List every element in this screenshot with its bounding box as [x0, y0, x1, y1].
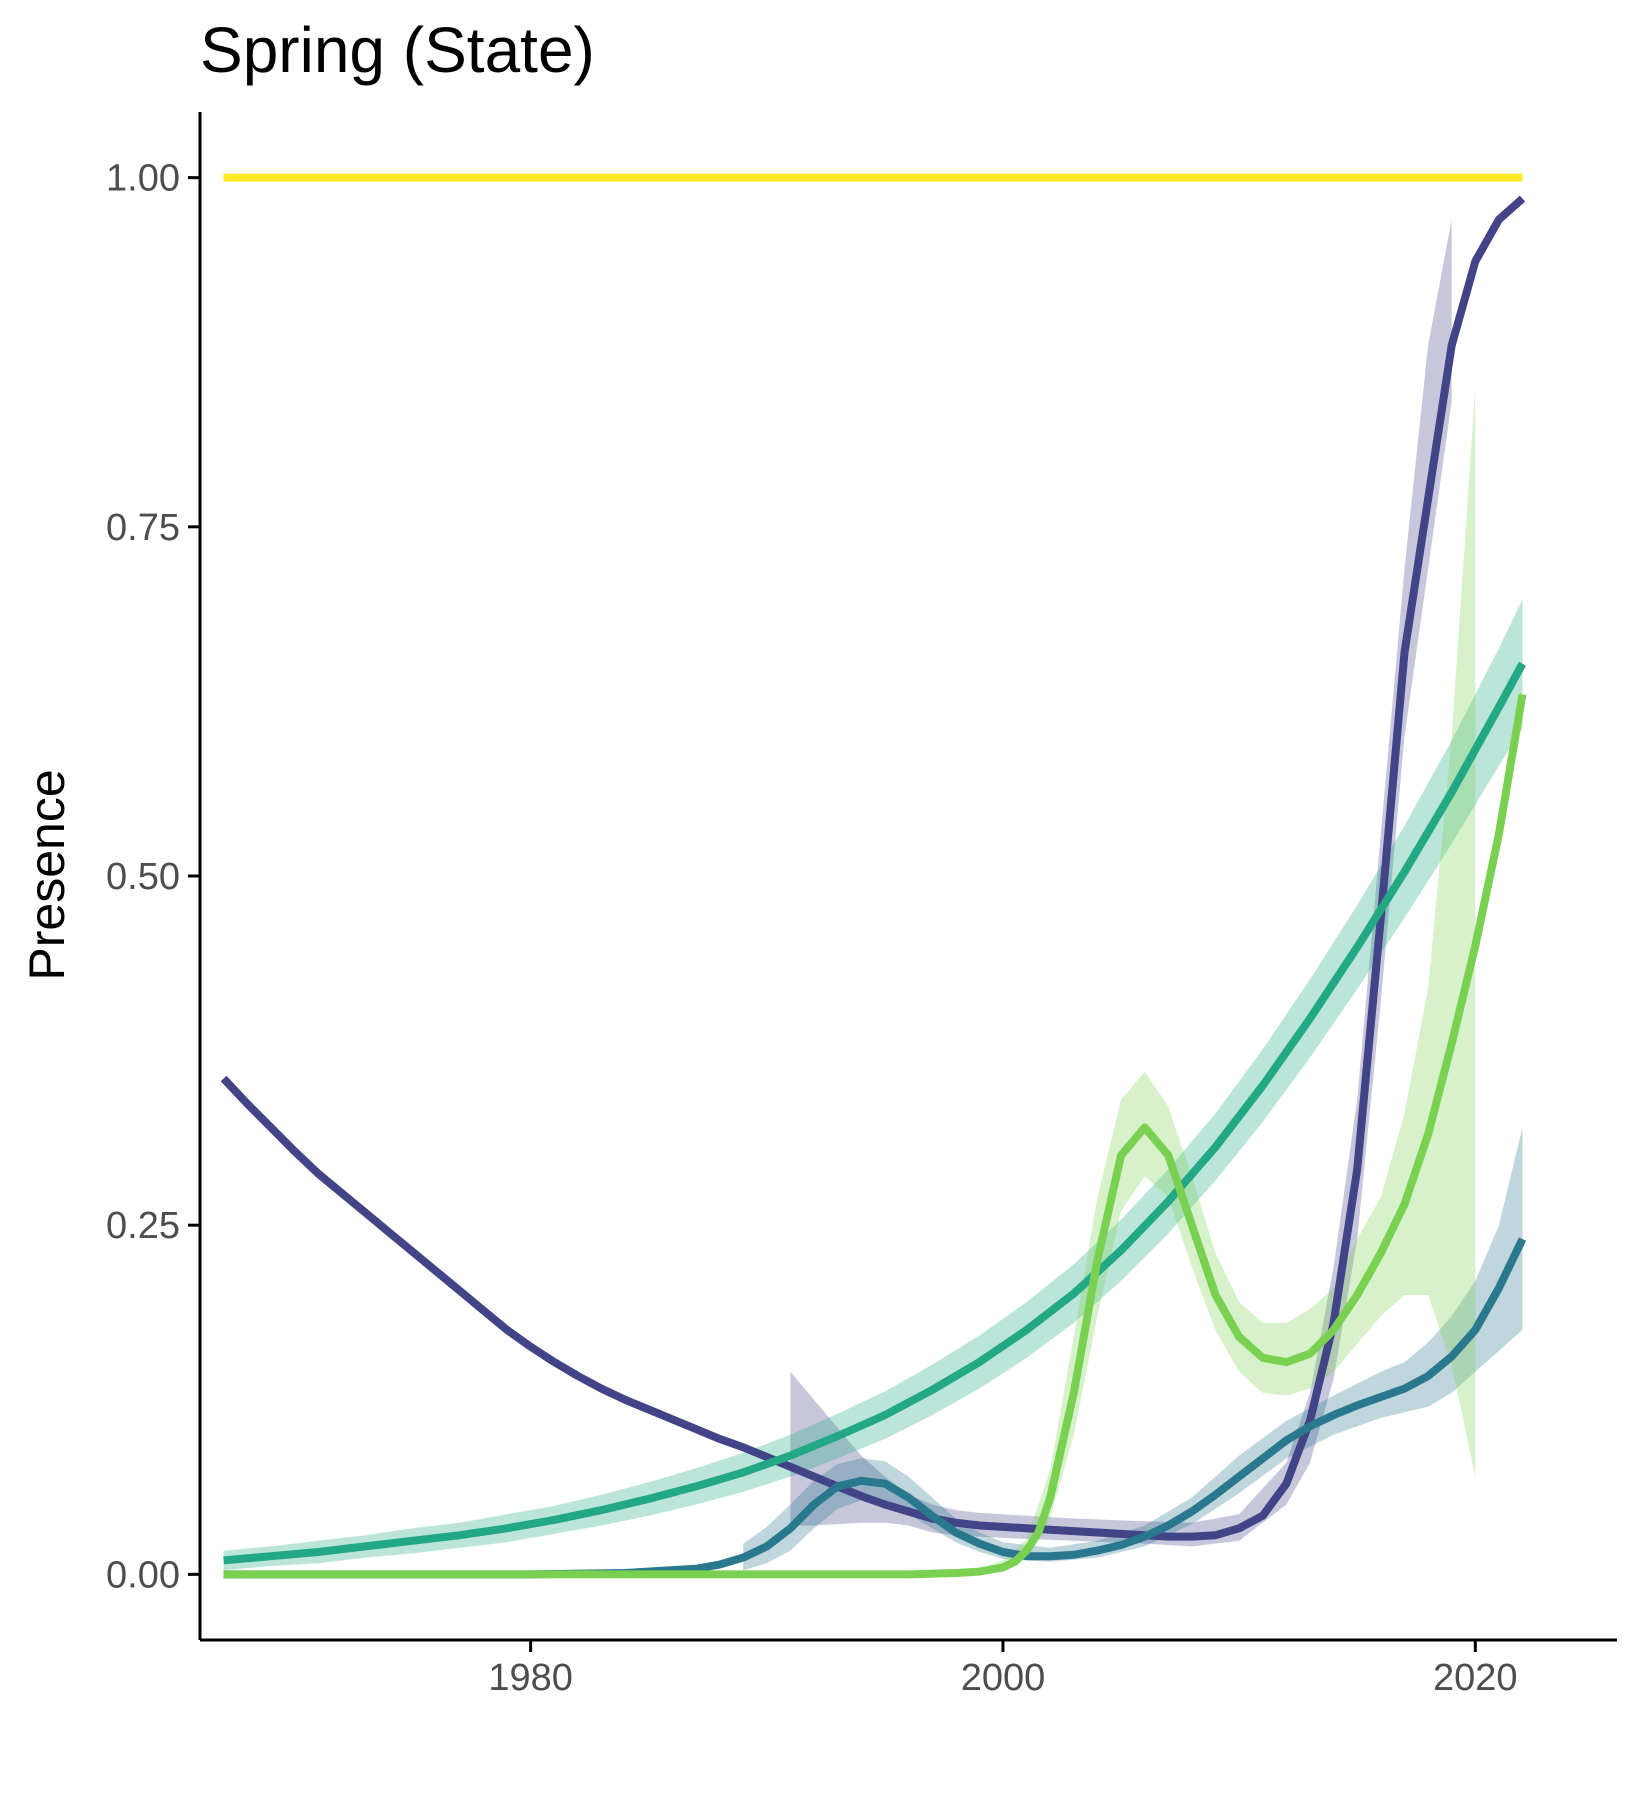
series-line-3 — [223, 1237, 1527, 1579]
x-tick-label: 1980 — [488, 1657, 573, 1699]
series-line-5 — [223, 693, 1527, 1579]
series-line-4 — [223, 661, 1527, 1565]
y-axis-label: Presence — [19, 769, 75, 980]
y-tick-label: 0.50 — [106, 856, 180, 898]
y-tick-label: 1.00 — [106, 158, 180, 200]
axes: 0.00 0.25 0.50 0.75 1.00 1980 2000 2020 — [106, 112, 1617, 1699]
y-tick-label: 0.25 — [106, 1205, 180, 1247]
confidence-bands — [223, 219, 1523, 1575]
x-tick-label: 2020 — [1433, 1657, 1518, 1699]
y-tick-label: 0.00 — [106, 1554, 180, 1596]
series-lines — [220, 173, 1527, 1579]
y-tick-label: 0.75 — [106, 507, 180, 549]
confidence-band-5 — [979, 387, 1476, 1575]
x-tick-label: 2000 — [961, 1657, 1046, 1699]
chart-title: Spring (State) — [200, 14, 595, 86]
